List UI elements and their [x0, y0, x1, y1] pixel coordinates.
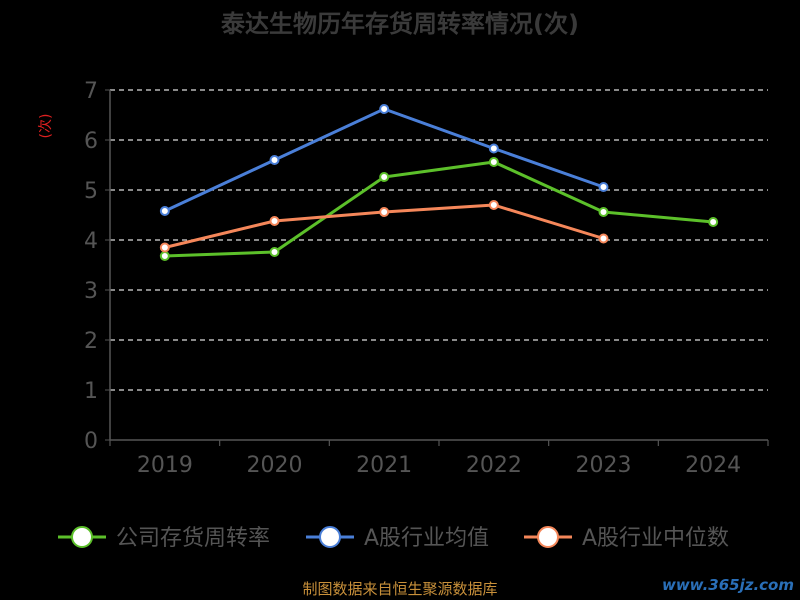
y-tick-label: 4	[84, 229, 98, 254]
data-point[interactable]	[488, 143, 499, 154]
y-tick-label: 7	[84, 79, 98, 104]
y-tick-label: 5	[84, 179, 98, 204]
data-point[interactable]	[159, 242, 170, 253]
legend-marker	[319, 526, 341, 548]
x-tick-label: 2020	[247, 453, 303, 478]
data-point[interactable]	[598, 233, 609, 244]
legend-marker	[71, 526, 93, 548]
x-tick-label: 2021	[356, 453, 412, 478]
legend-item-1[interactable]: A股行业均值	[306, 526, 489, 551]
data-point[interactable]	[598, 182, 609, 192]
data-point[interactable]	[598, 207, 609, 217]
data-source-footer: 制图数据来自恒生聚源数据库	[302, 580, 498, 598]
data-point[interactable]	[379, 207, 390, 217]
y-tick-label: 0	[84, 429, 98, 454]
series-line-0	[164, 160, 714, 258]
legend-marker	[537, 526, 559, 548]
chart-title: 泰达生物历年存货周转率情况(次)	[221, 10, 579, 38]
x-tick-label: 2024	[685, 453, 741, 478]
x-tick-label: 2019	[137, 453, 193, 478]
y-tick-labels: 0 1 2 3 4 5 6 7	[84, 79, 98, 454]
y-tick-label: 6	[84, 129, 98, 154]
data-point[interactable]	[379, 172, 390, 182]
legend-item-0[interactable]: 公司存货周转率	[58, 526, 270, 551]
y-tick-label: 1	[84, 379, 98, 404]
gridlines	[110, 89, 768, 391]
legend-label: A股行业中位数	[582, 526, 729, 551]
data-point[interactable]	[488, 200, 499, 210]
y-tick-label: 3	[84, 279, 98, 304]
data-point[interactable]	[708, 217, 719, 227]
data-point[interactable]	[379, 104, 390, 114]
x-tick-label: 2022	[466, 453, 522, 478]
legend-item-2[interactable]: A股行业中位数	[524, 526, 729, 551]
data-point[interactable]	[269, 247, 280, 257]
data-point[interactable]	[269, 216, 280, 226]
legend-label: A股行业均值	[364, 526, 489, 551]
y-tick-label: 2	[84, 329, 98, 354]
x-tick-labels: 2019 2020 2021 2022 2023 2024	[137, 453, 741, 478]
watermark: www.365jz.com	[661, 576, 794, 594]
y-axis-label: (次)	[38, 114, 54, 139]
series-lines	[159, 104, 719, 261]
data-point[interactable]	[488, 157, 499, 167]
data-point[interactable]	[159, 251, 170, 261]
legend[interactable]: 公司存货周转率 A股行业均值 A股行业中位数	[58, 526, 729, 551]
axes	[105, 89, 769, 446]
data-point[interactable]	[269, 155, 280, 165]
x-tick-label: 2023	[576, 453, 632, 478]
legend-label: 公司存货周转率	[116, 526, 270, 551]
data-point[interactable]	[159, 206, 170, 216]
series-line-1	[164, 107, 604, 213]
